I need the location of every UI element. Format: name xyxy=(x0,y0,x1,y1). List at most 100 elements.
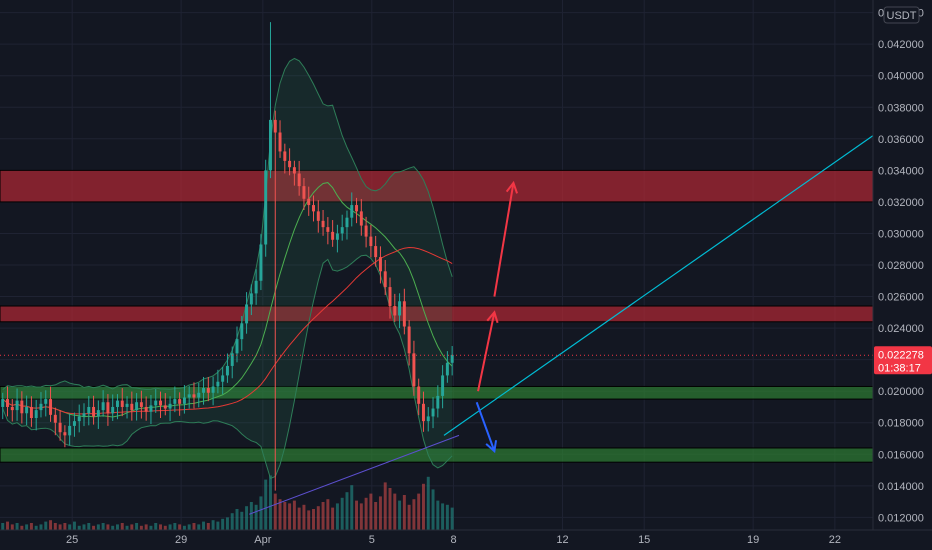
time-scale[interactable]: 25 29 Apr 5 8 12 15 19 22 xyxy=(66,534,841,546)
volume-bar-1 xyxy=(6,521,9,530)
candle-body-19 xyxy=(92,406,96,417)
volume-bar-61 xyxy=(292,500,296,530)
candle-body-57 xyxy=(273,119,277,133)
volume-bar-6 xyxy=(29,523,33,530)
candle-body-22 xyxy=(106,402,110,414)
price-tick-label: 0.020000 xyxy=(878,386,924,398)
price-tick-label: 0.016000 xyxy=(878,449,924,461)
time-tick-label: 15 xyxy=(638,534,650,546)
volume-bar-82 xyxy=(393,493,397,530)
volume-bar-66 xyxy=(316,506,320,530)
moving-average-short xyxy=(2,182,453,418)
candle-body-18 xyxy=(87,406,91,414)
candle-body-73 xyxy=(350,205,354,218)
time-tick-label: 25 xyxy=(66,534,78,546)
candle-body-49 xyxy=(235,339,239,354)
volume-bar-84 xyxy=(402,495,406,530)
candle-body-33 xyxy=(159,400,162,406)
time-tick-label: 29 xyxy=(175,534,187,546)
moving-average-long xyxy=(2,246,453,415)
candle-body-14 xyxy=(68,425,72,436)
volume-bar-74 xyxy=(355,500,359,530)
candle-body-53 xyxy=(254,280,258,294)
candle-body-2 xyxy=(10,406,14,411)
volume-bar-51 xyxy=(245,506,249,530)
volume-bar-87 xyxy=(417,493,421,530)
candle-body-86 xyxy=(412,353,416,387)
volume-bar-48 xyxy=(230,513,234,530)
candle-body-65 xyxy=(312,205,315,212)
candle-body-35 xyxy=(168,403,172,409)
candle-body-24 xyxy=(115,400,119,407)
candle-body-38 xyxy=(182,397,186,404)
volume-bar-58 xyxy=(278,499,282,530)
long-trend-line xyxy=(249,434,460,515)
candle-body-79 xyxy=(378,257,382,272)
volume-bar-44 xyxy=(211,520,215,530)
candle-body-15 xyxy=(72,421,76,426)
candle-body-16 xyxy=(77,416,81,422)
candle-body-26 xyxy=(125,403,129,407)
support-trendline xyxy=(443,135,874,436)
last-price-value: 0.022278 xyxy=(878,349,924,361)
volume-bar-68 xyxy=(326,499,330,530)
candle-body-9 xyxy=(44,399,48,404)
candle-body-20 xyxy=(96,410,100,417)
volume-bar-13 xyxy=(63,523,67,530)
candles[interactable] xyxy=(1,22,454,491)
volume-bar-88 xyxy=(421,483,425,530)
volume-bar-71 xyxy=(340,497,344,530)
volume-bar-8 xyxy=(39,524,43,530)
volume-bar-3 xyxy=(15,523,19,530)
candle-body-67 xyxy=(321,220,325,228)
candle-body-47 xyxy=(225,365,229,376)
price-tick-label: 0.030000 xyxy=(878,228,924,240)
time-tick-label: 22 xyxy=(829,534,841,546)
volume-bar-25 xyxy=(120,523,124,530)
price-scale[interactable]: 0.0440000.0420000.0400000.0380000.036000… xyxy=(878,8,924,525)
volume-bar-17 xyxy=(82,524,86,530)
volume-bar-55 xyxy=(264,479,268,530)
candle-body-66 xyxy=(316,211,320,221)
volume-bar-81 xyxy=(388,488,392,530)
volume-bars xyxy=(1,475,454,530)
volume-bar-31 xyxy=(149,525,153,530)
volume-bar-72 xyxy=(345,492,349,530)
bollinger-lower xyxy=(2,254,453,480)
volume-bar-49 xyxy=(235,509,239,530)
volume-bar-56 xyxy=(268,475,272,530)
candle-body-1 xyxy=(6,399,9,407)
volume-bar-18 xyxy=(87,523,91,530)
candle-body-5 xyxy=(25,406,29,414)
candle-body-63 xyxy=(302,186,306,199)
candle-body-87 xyxy=(417,386,421,404)
currency-button[interactable]: USDT xyxy=(883,6,920,24)
volume-bar-83 xyxy=(398,500,402,530)
arrow-head-2 xyxy=(485,440,498,454)
candle-body-21 xyxy=(101,402,105,411)
volume-bar-34 xyxy=(163,525,167,530)
volume-bar-14 xyxy=(68,524,72,530)
indicators xyxy=(2,57,460,515)
candle-body-3 xyxy=(15,400,19,411)
volume-bar-10 xyxy=(49,520,53,530)
time-tick-label: 19 xyxy=(747,534,759,546)
volume-bar-32 xyxy=(154,523,158,530)
volume-bar-75 xyxy=(359,503,363,530)
candle-body-51 xyxy=(245,304,249,324)
volume-bar-90 xyxy=(431,489,435,530)
candle-body-32 xyxy=(154,400,158,406)
volume-bar-85 xyxy=(407,504,411,530)
volume-bar-60 xyxy=(288,503,292,530)
volume-bar-94 xyxy=(450,507,454,530)
volume-bar-37 xyxy=(178,524,182,530)
volume-bar-24 xyxy=(115,524,119,530)
volume-bar-65 xyxy=(312,509,315,530)
candle-body-37 xyxy=(178,399,182,404)
candle-body-80 xyxy=(383,271,387,288)
candle-body-59 xyxy=(283,151,287,161)
volume-bar-15 xyxy=(72,521,76,530)
arrow-up-1 xyxy=(493,182,515,297)
